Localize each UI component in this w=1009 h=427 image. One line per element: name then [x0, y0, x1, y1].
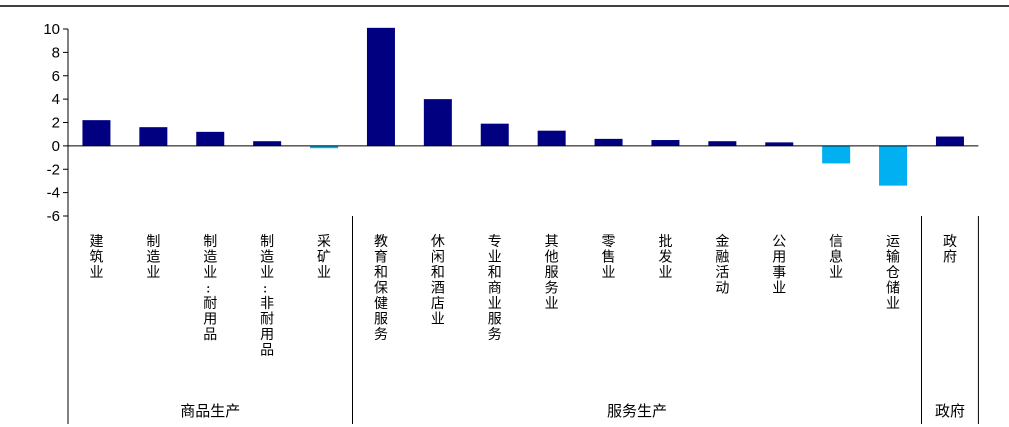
y-tick-label: 0: [52, 138, 60, 155]
category-label: 批发业: [658, 234, 672, 281]
y-tick-label: -4: [47, 185, 60, 202]
bar: [879, 145, 908, 186]
bar: [196, 131, 225, 146]
bar: [82, 120, 111, 146]
y-tick-label: 10: [43, 21, 60, 38]
bar: [366, 27, 395, 146]
x-axis: [67, 145, 979, 424]
bar: [708, 141, 737, 146]
bar: [253, 141, 282, 146]
bar: [822, 145, 851, 164]
category-label: 政府: [943, 234, 957, 266]
category-label: 金融活动: [715, 234, 729, 297]
bar: [423, 99, 452, 146]
group-label: 政府: [935, 402, 965, 420]
category-label: 信息业: [829, 234, 843, 281]
category-label: 制造业:耐用品: [203, 234, 217, 343]
category-label: 采矿业: [317, 234, 331, 281]
bar: [594, 138, 623, 146]
group-label: 服务生产: [607, 402, 667, 420]
category-label: 专业和商业服务: [488, 234, 502, 343]
y-tick-label: 4: [52, 91, 60, 108]
y-tick-label: 2: [52, 115, 60, 132]
category-label: 零售业: [602, 234, 616, 281]
category-label: 制造业:非耐用品: [260, 234, 274, 359]
bar: [139, 127, 168, 146]
group-labels: 商品生产 服务生产 政府: [180, 402, 965, 420]
y-tick-label: 8: [52, 44, 60, 61]
bars: [82, 27, 964, 186]
y-tick-label: -2: [47, 161, 60, 178]
y-tick-label: -6: [47, 208, 60, 225]
bar: [651, 140, 680, 146]
bar: [310, 145, 339, 149]
category-labels: 建筑业 制造业 制造业:耐用品 制造业:非耐用品 采矿业 教育和保健服务 休闲和酒店业 专业和…: [89, 234, 957, 359]
category-label: 其他服务业: [545, 234, 559, 312]
category-label: 运输仓储业: [886, 234, 900, 312]
category-label: 制造业: [146, 234, 160, 281]
bar: [765, 142, 794, 146]
category-label: 休闲和酒店业: [431, 234, 445, 328]
group-label: 商品生产: [180, 402, 240, 420]
category-label: 教育和保健服务: [374, 234, 388, 343]
bar: [480, 123, 509, 146]
bar: [537, 130, 566, 146]
bar: [935, 136, 964, 146]
y-axis: 10 8 6 4 2 0 -2 -4 -6: [43, 21, 69, 225]
y-tick-label: 6: [52, 68, 60, 85]
category-label: 公用事业: [772, 234, 786, 297]
category-label: 建筑业: [89, 234, 103, 281]
